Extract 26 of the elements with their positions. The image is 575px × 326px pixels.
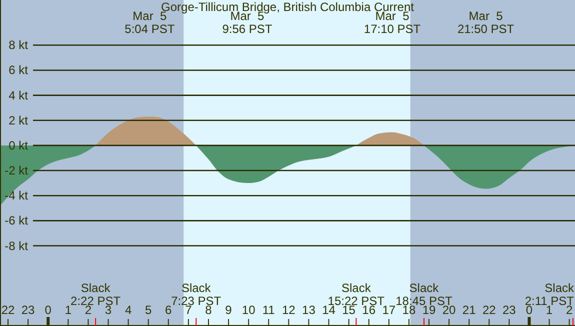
x-tick-label: 22 — [1, 303, 16, 317]
x-tick-label: 21 — [462, 303, 476, 317]
x2-tick-label: Mar 5 21:50 PST — [457, 9, 515, 36]
x-tick-label: 17 — [382, 303, 396, 317]
x-tick-label: 12 — [282, 303, 296, 317]
y-tick-label: 8 kt — [8, 38, 29, 52]
y-tick-label: 4 kt — [8, 88, 29, 102]
y-tick-label: -4 kt — [4, 188, 29, 203]
x-tick-label: 5 — [145, 303, 152, 317]
x-tick-label: 23 — [502, 303, 516, 317]
y-tick-label: 2 kt — [8, 113, 29, 128]
y-tick-label: -2 kt — [4, 164, 29, 178]
x-tick-label: 1 — [64, 303, 72, 317]
x-tick-label: 4 — [124, 303, 132, 317]
x-tick-label: 23 — [21, 303, 36, 317]
y-tick-label: 6 kt — [8, 63, 29, 78]
x-tick-label: 10 — [242, 303, 256, 317]
y-tick-label: -8 kt — [4, 238, 29, 253]
x-tick-label: 1 — [546, 303, 553, 317]
x-tick-label: 11 — [262, 303, 276, 317]
x-tick-label: 9 — [225, 303, 232, 317]
x-tick-label: 0 — [44, 303, 52, 317]
x-tick-label: 22 — [482, 303, 496, 317]
y-tick-label: -6 kt — [4, 214, 29, 228]
x-tick-label: 6 — [165, 303, 172, 317]
x-tick-label: 13 — [302, 303, 316, 317]
